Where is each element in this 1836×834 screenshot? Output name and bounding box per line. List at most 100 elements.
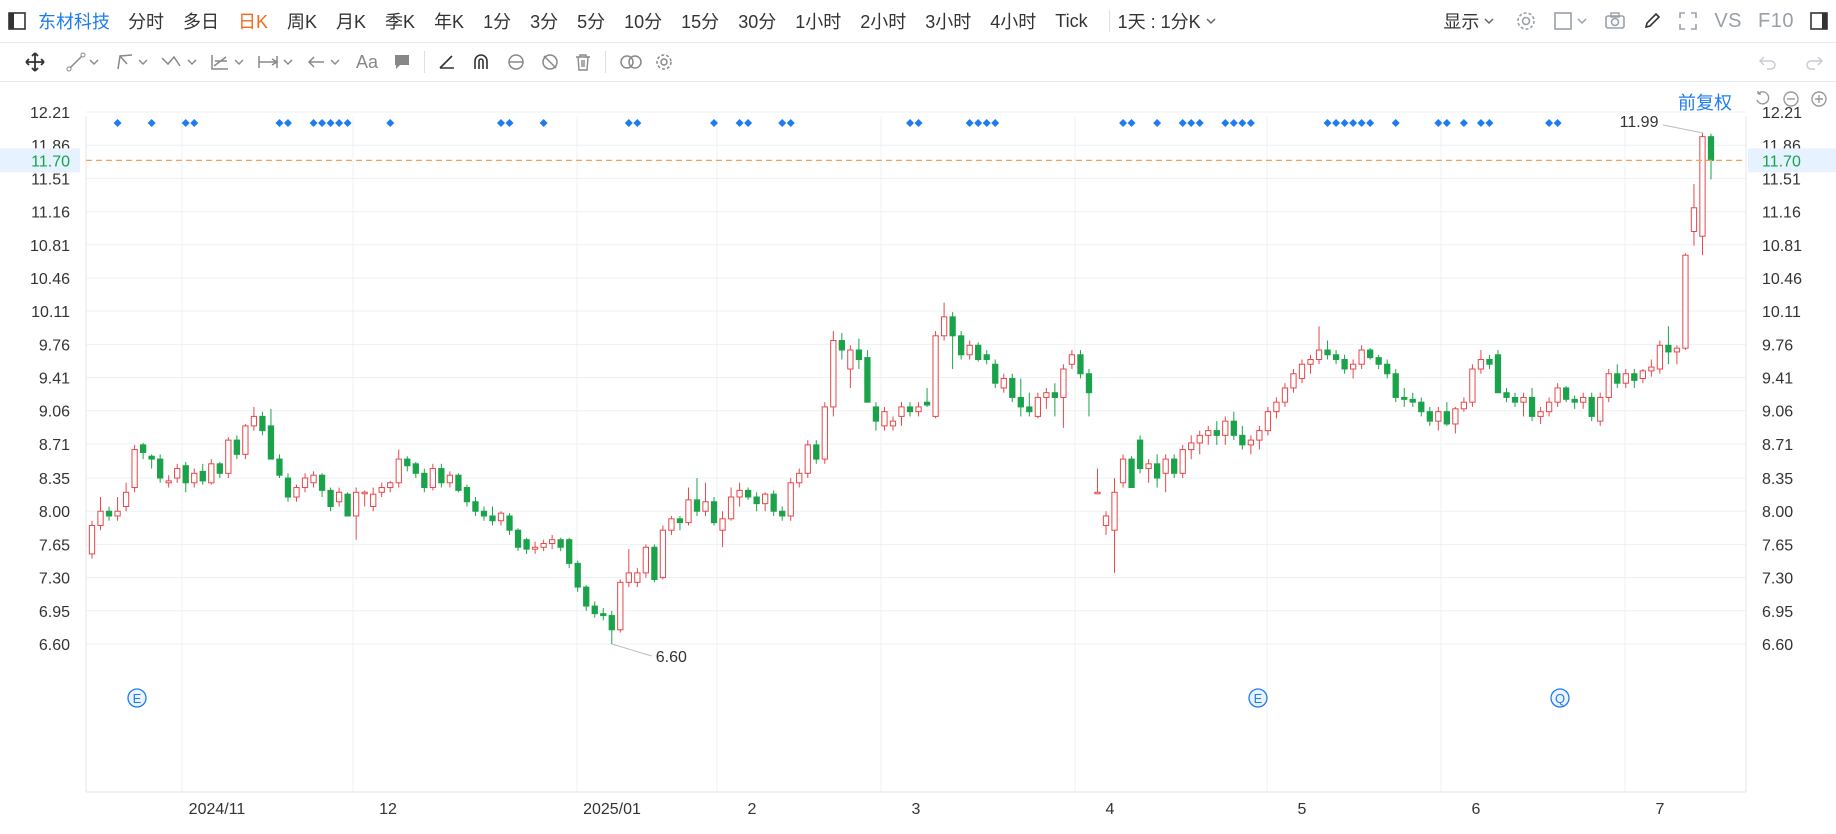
- hide-drawings-icon[interactable]: [539, 43, 561, 81]
- candle-body: [353, 491, 360, 517]
- period-tab[interactable]: 季K: [385, 12, 416, 32]
- angle-tool-icon[interactable]: [437, 43, 457, 81]
- move-tool-icon[interactable]: [24, 43, 46, 81]
- price-tick-label: 8.35: [39, 471, 70, 488]
- candle: [821, 402, 828, 464]
- period-tab[interactable]: 1小时: [795, 12, 842, 32]
- candle-body: [165, 480, 172, 484]
- candle-body: [174, 468, 181, 479]
- layout-select-icon[interactable]: [1553, 11, 1588, 31]
- event-dot: [1332, 119, 1341, 127]
- period-tab[interactable]: 月K: [336, 12, 367, 32]
- magnet-icon[interactable]: [471, 43, 491, 81]
- arrow-tool-icon[interactable]: [305, 43, 340, 81]
- candle: [216, 461, 223, 479]
- panel-toggle-icon[interactable]: [1810, 12, 1828, 30]
- stock-name-link[interactable]: 东材科技: [38, 12, 110, 32]
- candle: [583, 585, 590, 611]
- candle-body: [1341, 359, 1348, 370]
- candle: [634, 568, 641, 588]
- candle-body: [1230, 420, 1237, 436]
- candle-body: [182, 465, 189, 484]
- event-badge[interactable]: E: [127, 688, 147, 708]
- candle-body: [1060, 368, 1067, 398]
- candle-body: [634, 572, 641, 583]
- candle-body: [923, 401, 931, 406]
- interval-select[interactable]: 1天 : 1分K: [1118, 8, 1217, 34]
- drawing-settings-gear-icon[interactable]: [654, 43, 674, 81]
- period-tab[interactable]: 周K: [287, 12, 318, 32]
- zoom-out-icon[interactable]: [1780, 88, 1802, 110]
- period-tab[interactable]: 15分: [681, 12, 720, 32]
- text-tool-icon[interactable]: Aa: [356, 51, 379, 72]
- low-annotation-leader: [611, 643, 652, 657]
- time-tick-label: 12: [379, 801, 397, 818]
- period-tab[interactable]: 2小时: [860, 12, 907, 32]
- f10-button[interactable]: F10: [1758, 9, 1794, 32]
- candle: [242, 423, 249, 460]
- candlestick-chart[interactable]: 12.2111.8611.5111.1610.8110.4610.119.769…: [0, 82, 1836, 834]
- delete-drawings-icon[interactable]: [573, 43, 593, 81]
- event-badge[interactable]: E: [1248, 688, 1268, 708]
- candle-body: [1119, 458, 1127, 484]
- price-adjust-select[interactable]: 前复权: [1678, 93, 1732, 113]
- event-badge[interactable]: Q: [1550, 688, 1570, 708]
- period-tab[interactable]: 多日: [183, 12, 219, 32]
- event-dot: [1229, 119, 1238, 127]
- wave-tool-icon[interactable]: [160, 43, 197, 81]
- period-tab[interactable]: 年K: [434, 12, 465, 32]
- period-tab[interactable]: 30分: [738, 12, 777, 32]
- compare-vs-button[interactable]: VS: [1714, 9, 1743, 32]
- period-tab[interactable]: 1分: [483, 12, 512, 32]
- sidebar-toggle-icon[interactable]: [8, 12, 26, 30]
- candle: [1622, 368, 1629, 388]
- pencil-icon[interactable]: [1642, 11, 1662, 31]
- candle-body: [591, 605, 598, 615]
- candle: [1128, 456, 1135, 489]
- fib-tool-icon[interactable]: [209, 43, 244, 81]
- display-select[interactable]: 显示: [1443, 8, 1495, 34]
- undo-icon[interactable]: [1758, 53, 1778, 71]
- candle-body: [1656, 344, 1664, 370]
- candle-body: [736, 489, 743, 498]
- trend-line-tool-icon[interactable]: [66, 43, 99, 81]
- candle: [932, 331, 939, 419]
- event-dot: [335, 119, 344, 127]
- candle-body: [378, 487, 385, 493]
- period-tab[interactable]: 10分: [624, 12, 663, 32]
- candle-body: [932, 335, 939, 417]
- settings-gear-icon[interactable]: [1515, 10, 1537, 32]
- candle-body: [779, 510, 786, 517]
- candle-body: [387, 482, 394, 489]
- candle: [642, 544, 650, 578]
- overlay-icon[interactable]: [618, 43, 644, 81]
- period-tab[interactable]: 分时: [128, 12, 164, 32]
- reset-zoom-icon[interactable]: [1752, 88, 1774, 110]
- candle: [1315, 326, 1323, 365]
- period-tab[interactable]: 日K: [238, 12, 269, 32]
- candle-body: [438, 468, 445, 484]
- event-badge-label: E: [133, 691, 142, 706]
- fullscreen-icon[interactable]: [1678, 11, 1698, 31]
- candle-body: [787, 482, 794, 517]
- candle: [353, 487, 360, 540]
- price-tick-label: 7.30: [39, 571, 70, 588]
- period-tab[interactable]: 3分: [530, 12, 559, 32]
- redo-icon[interactable]: [1804, 53, 1824, 71]
- event-dot: [505, 119, 514, 127]
- event-dot: [1340, 119, 1349, 127]
- comment-tool-icon[interactable]: [392, 43, 412, 81]
- candle-body: [1477, 359, 1485, 370]
- zoom-in-icon[interactable]: [1808, 88, 1830, 110]
- lock-drawings-icon[interactable]: [505, 43, 527, 81]
- polyline-tool-icon[interactable]: [115, 43, 148, 81]
- period-tab[interactable]: 5分: [577, 12, 606, 32]
- candle: [1384, 359, 1391, 379]
- candle: [1443, 402, 1450, 426]
- measure-tool-icon[interactable]: [256, 43, 293, 81]
- event-dot: [343, 119, 352, 127]
- period-tab[interactable]: 3小时: [925, 12, 972, 32]
- camera-icon[interactable]: [1604, 11, 1626, 31]
- period-tab[interactable]: 4小时: [990, 12, 1037, 32]
- period-tab[interactable]: Tick: [1055, 10, 1088, 31]
